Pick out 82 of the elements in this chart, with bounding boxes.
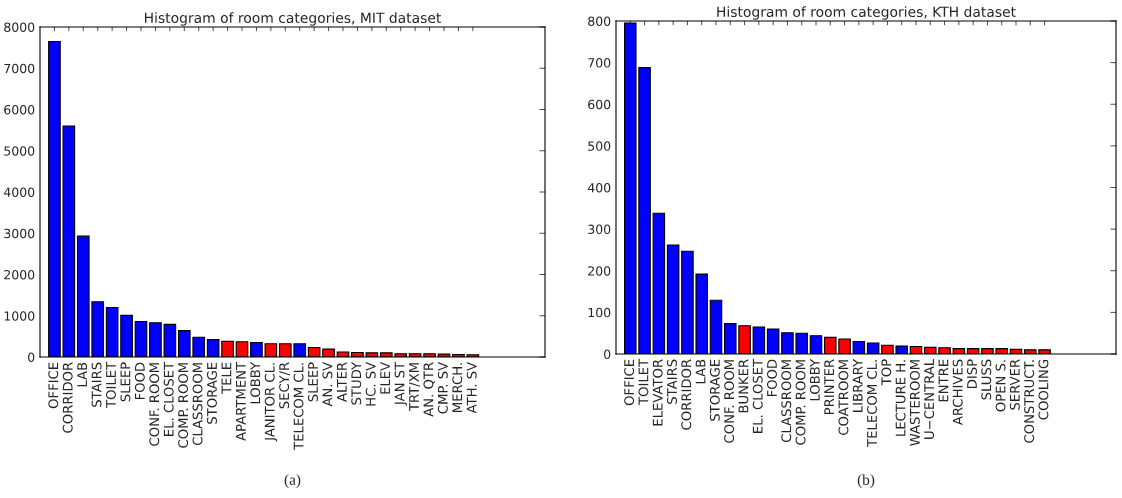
x-tick-label: AN. SV — [322, 361, 333, 407]
y-tick-label: 0 — [28, 352, 35, 362]
x-tick-label: EL. CLOSET — [752, 358, 763, 433]
y-tick-label: 500 — [588, 141, 611, 151]
y-tick-label: 6000 — [4, 104, 35, 115]
x-tick-label: CORRIDOR — [681, 359, 692, 430]
x-tick-label: TOILET — [105, 361, 116, 408]
x-tick-label: TELE — [221, 362, 232, 394]
x-tick-label: TOILET — [638, 358, 649, 405]
y-tick-label: 700 — [588, 58, 611, 68]
x-tick-label: ATH. SV — [466, 361, 477, 414]
x-tick-label: BUNKER — [738, 359, 749, 413]
x-tick-label: STUDY — [351, 361, 362, 405]
x-tick-label: STAIRS — [666, 359, 677, 404]
x-tick-label: SERVER — [1009, 359, 1020, 410]
x-tick-label: ALTER — [337, 362, 347, 402]
x-tick-label: U−CENTRAL — [924, 358, 935, 439]
x-tick-label: ARCHIVES — [952, 359, 963, 426]
x-tick-label: LECTURE H. — [895, 360, 906, 436]
chart-title: Histogram of room categories, MIT dataset — [145, 12, 442, 26]
x-tick-label: COATROOM — [838, 360, 849, 435]
y-tick-label: 400 — [587, 182, 611, 193]
x-tick-label: JAN ST — [394, 361, 407, 406]
y-tick-label: 8000 — [4, 22, 35, 32]
x-tick-label: ELEVATOR — [652, 359, 663, 426]
x-tick-label: COOLING — [1038, 359, 1049, 420]
x-tick-label: LAB — [77, 362, 87, 387]
y-tick-label: 3000 — [4, 228, 35, 239]
x-tick-label: TELECOM CL. — [293, 363, 304, 450]
x-tick-label: DISP — [966, 359, 977, 388]
x-tick-label: LAB — [695, 359, 706, 384]
x-tick-label: APARTMENT — [236, 361, 246, 441]
x-tick-label: EL. CLOSET — [163, 361, 174, 436]
x-tick-label: LOBBY — [809, 358, 820, 401]
x-tick-label: STORAGE — [709, 359, 720, 421]
y-tick-label: 600 — [588, 99, 611, 110]
chart-title: Histogram of room categories, KTH dataset — [717, 6, 1016, 20]
y-tick-label: 200 — [588, 266, 611, 276]
x-tick-label: TOP — [881, 359, 892, 386]
x-tick-label: STORAGE — [206, 362, 217, 424]
y-tick-label: 2000 — [4, 269, 35, 280]
x-tick-label: CONF. ROOM — [149, 363, 160, 446]
x-tick-label: ENTRE — [938, 359, 949, 402]
x-tick-label: OPEN S. — [995, 360, 1006, 412]
y-tick-label: 4000 — [3, 187, 35, 197]
x-tick-label: JANITOR CL. — [264, 363, 278, 442]
x-tick-label: HC. SV — [365, 361, 376, 406]
x-tick-label: OFFICE — [624, 359, 635, 406]
x-tick-label: FOOD — [134, 362, 145, 400]
x-tick-label: CORRIDOR — [62, 362, 73, 433]
x-tick-label: SLEEP — [307, 362, 318, 402]
x-tick-label: LIBRARY — [852, 358, 863, 412]
x-tick-label: SLUSS — [981, 359, 992, 400]
y-tick-label: 800 — [588, 16, 611, 26]
x-tick-label: FOOD — [766, 359, 777, 397]
y-tick-label: 0 — [604, 349, 611, 359]
x-tick-label: COMP. ROOM — [178, 363, 189, 448]
text: (a) — [284, 474, 301, 488]
x-tick-label: TRT/XM — [409, 363, 421, 412]
x-tick-label: CLASSROOM — [781, 360, 792, 443]
y-tick-label: 5000 — [4, 146, 35, 156]
x-tick-label: LOBBY — [250, 361, 261, 404]
x-tick-label: SECY/R — [279, 362, 291, 409]
x-tick-label: CLASSROOM — [192, 363, 203, 446]
x-tick-label: SLEEP — [120, 362, 131, 402]
text: (b) — [857, 474, 875, 488]
x-tick-label: PRINTER — [824, 359, 834, 415]
y-tick-label: 7000 — [4, 63, 35, 74]
x-tick-label: CONSTRUCT. — [1024, 360, 1035, 443]
x-tick-label: STAIRS — [91, 362, 102, 407]
x-tick-label: TELECOM CL. — [866, 360, 877, 447]
x-tick-label: MERCH. — [452, 363, 463, 412]
x-tick-label: CMP. SV — [437, 361, 448, 414]
x-tick-label: CONF. ROOM — [724, 360, 735, 443]
x-tick-label: OFFICE — [48, 362, 59, 409]
x-tick-label: ELEV — [380, 361, 390, 394]
x-tick-label: WASTEROOM — [909, 360, 920, 446]
x-tick-label: AN. QTR — [423, 362, 435, 417]
y-tick-label: 300 — [588, 224, 611, 235]
x-tick-label: COMP. ROOM — [795, 360, 806, 445]
y-tick-label: 1000 — [4, 311, 35, 321]
y-tick-label: 100 — [588, 307, 611, 318]
